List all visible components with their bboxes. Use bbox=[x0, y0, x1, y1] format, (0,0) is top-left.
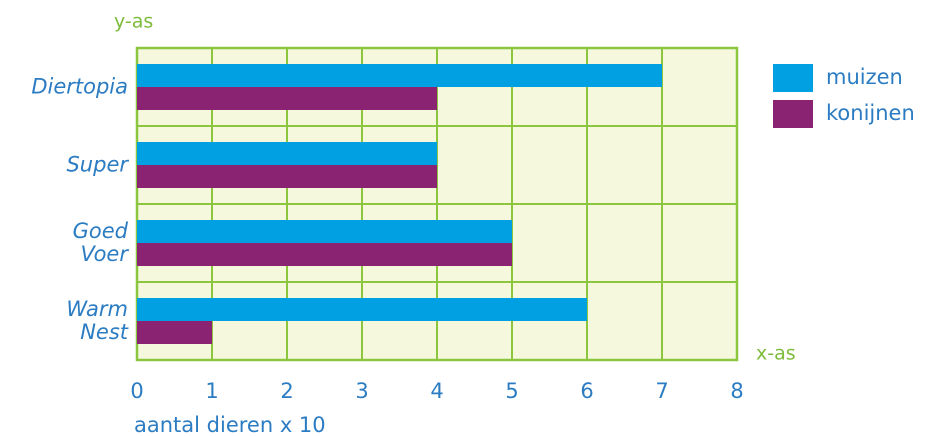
x-tick-label: 1 bbox=[205, 379, 218, 403]
y-tick-label: Super bbox=[66, 152, 128, 177]
y-tick-label: Goed Voer bbox=[72, 219, 128, 266]
legend-label: muizen bbox=[826, 65, 903, 89]
x-axis-label: x-as bbox=[756, 343, 796, 365]
x-tick-label: 7 bbox=[655, 379, 668, 403]
bar bbox=[137, 165, 437, 188]
bar bbox=[137, 321, 212, 344]
bar bbox=[137, 243, 512, 266]
bar bbox=[137, 220, 512, 243]
x-tick-label: 4 bbox=[430, 379, 443, 403]
bar bbox=[137, 87, 437, 110]
bar bbox=[137, 142, 437, 165]
y-tick-label: Warm Nest bbox=[66, 297, 128, 344]
legend-label: konijnen bbox=[826, 101, 915, 125]
plot-border bbox=[135, 46, 739, 362]
x-tick-label: 5 bbox=[505, 379, 518, 403]
x-tick-label: 3 bbox=[355, 379, 368, 403]
x-tick-label: 8 bbox=[730, 379, 743, 403]
bar bbox=[137, 64, 662, 87]
bar bbox=[137, 298, 587, 321]
x-tick-label: 2 bbox=[280, 379, 293, 403]
y-tick-label: Diertopia bbox=[31, 74, 128, 99]
x-tick-label: 0 bbox=[130, 379, 143, 403]
y-axis-label: y-as bbox=[114, 11, 153, 33]
legend-swatch bbox=[773, 100, 813, 128]
legend-swatch bbox=[773, 64, 813, 92]
x-tick-label: 6 bbox=[580, 379, 593, 403]
x-axis-title: aantal dieren x 10 bbox=[134, 413, 326, 436]
